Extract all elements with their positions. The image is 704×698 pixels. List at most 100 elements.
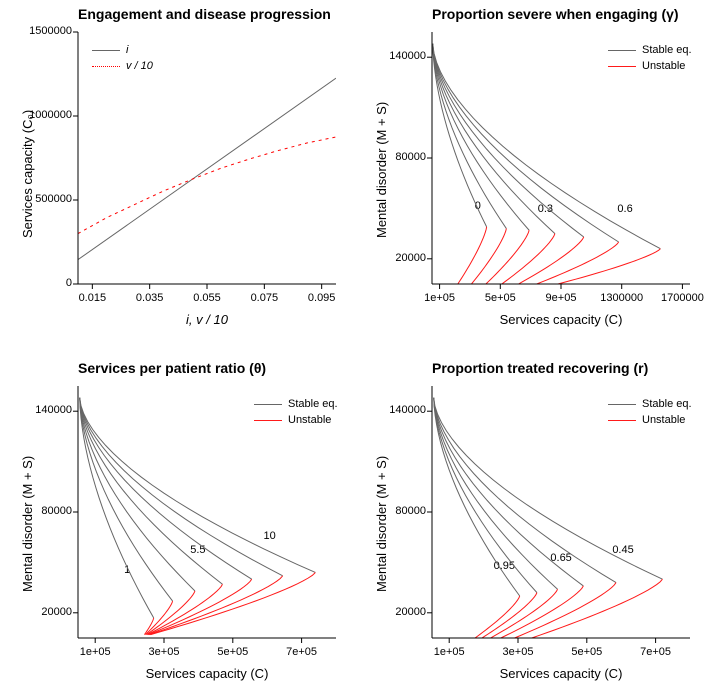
unstable-branch xyxy=(558,249,660,284)
legend-item: Stable eq. xyxy=(608,42,692,58)
xtick-label: 7e+05 xyxy=(634,646,678,658)
xtick-label: 3e+05 xyxy=(496,646,540,658)
xtick-label: 5e+05 xyxy=(565,646,609,658)
legend-line xyxy=(608,404,636,405)
ytick-label: 80000 xyxy=(376,151,426,163)
unstable-branch xyxy=(537,242,619,284)
unstable-branch xyxy=(149,579,252,634)
legend-item: Stable eq. xyxy=(608,396,692,412)
xtick-label: 1e+05 xyxy=(73,646,117,658)
curve-annotation: 0.3 xyxy=(538,203,553,215)
series-i xyxy=(78,78,336,259)
xtick-label: 1300000 xyxy=(600,292,644,304)
xtick-label: 0.055 xyxy=(185,292,229,304)
unstable-branch xyxy=(458,227,487,284)
panel-svg-bl xyxy=(0,0,704,698)
curve-annotation: 1 xyxy=(124,564,130,576)
panel-title: Proportion severe when engaging (γ) xyxy=(432,6,679,22)
panel-svg-tl xyxy=(0,0,704,698)
legend-line xyxy=(608,66,636,67)
y-axis-label: Services capacity (C₀) xyxy=(20,110,35,238)
legend: iv / 10 xyxy=(92,42,153,74)
ytick-label: 20000 xyxy=(376,252,426,264)
ytick-label: 80000 xyxy=(22,505,72,517)
figure-root: Engagement and disease progressioni, v /… xyxy=(0,0,704,698)
panel-svg-br xyxy=(0,0,704,698)
stable-branch xyxy=(80,398,252,579)
legend-label: Unstable xyxy=(642,60,685,72)
xtick-label: 0.035 xyxy=(128,292,172,304)
ytick-label: 140000 xyxy=(376,50,426,62)
series-v / 10 xyxy=(78,137,336,234)
stable-branch xyxy=(433,44,529,230)
stable-branch xyxy=(433,44,661,249)
xtick-label: 5e+05 xyxy=(478,292,522,304)
stable-branch xyxy=(80,398,223,584)
stable-branch xyxy=(433,44,555,234)
stable-branch xyxy=(80,398,195,591)
legend-label: Stable eq. xyxy=(642,44,692,56)
unstable-branch xyxy=(502,234,555,284)
stable-branch xyxy=(434,398,616,583)
panel-svg-tr xyxy=(0,0,704,698)
xtick-label: 1e+05 xyxy=(427,646,471,658)
stable-branch xyxy=(434,398,537,593)
ytick-label: 0 xyxy=(22,277,72,289)
legend-item: Unstable xyxy=(254,412,338,428)
legend-label: Unstable xyxy=(288,414,331,426)
legend-line xyxy=(92,50,120,51)
curve-annotation: 0 xyxy=(475,200,481,212)
legend-item: Unstable xyxy=(608,412,692,428)
unstable-branch xyxy=(519,237,584,284)
stable-branch xyxy=(433,44,507,229)
legend-label: Unstable xyxy=(642,414,685,426)
xtick-label: 0.015 xyxy=(70,292,114,304)
legend-label: i xyxy=(126,44,128,56)
unstable-branch xyxy=(147,584,222,634)
y-axis-label: Mental disorder (M + S) xyxy=(374,102,389,238)
xtick-label: 3e+05 xyxy=(142,646,186,658)
legend-item: i xyxy=(92,42,153,58)
xtick-label: 9e+05 xyxy=(539,292,583,304)
legend-item: Unstable xyxy=(608,58,692,74)
curve-annotation: 5.5 xyxy=(190,544,205,556)
legend-line xyxy=(254,404,282,405)
unstable-branch xyxy=(482,593,537,638)
legend-line xyxy=(608,420,636,421)
y-axis-label: Mental disorder (M + S) xyxy=(374,456,389,592)
unstable-branch xyxy=(146,591,195,635)
legend: Stable eq. Unstable xyxy=(608,396,692,428)
ytick-label: 20000 xyxy=(376,606,426,618)
xtick-label: 7e+05 xyxy=(280,646,324,658)
xtick-label: 0.095 xyxy=(300,292,344,304)
legend-line xyxy=(608,50,636,51)
stable-branch xyxy=(433,44,584,237)
xtick-label: 1e+05 xyxy=(418,292,462,304)
panel-title: Engagement and disease progression xyxy=(78,6,331,22)
x-axis-label: Services capacity (C) xyxy=(491,666,631,681)
stable-branch xyxy=(433,44,619,242)
legend-label: Stable eq. xyxy=(288,398,338,410)
unstable-branch xyxy=(151,572,316,634)
ytick-label: 140000 xyxy=(376,404,426,416)
unstable-branch xyxy=(532,579,663,638)
curve-annotation: 0.6 xyxy=(617,203,632,215)
stable-branch xyxy=(80,398,283,576)
xtick-label: 5e+05 xyxy=(211,646,255,658)
unstable-branch xyxy=(145,601,172,635)
legend-item: Stable eq. xyxy=(254,396,338,412)
unstable-branch xyxy=(144,618,153,635)
x-axis-label: Services capacity (C) xyxy=(137,666,277,681)
ytick-label: 20000 xyxy=(22,606,72,618)
curve-annotation: 0.65 xyxy=(550,552,571,564)
y-axis-label: Mental disorder (M + S) xyxy=(20,456,35,592)
xtick-label: 0.075 xyxy=(242,292,286,304)
legend-label: Stable eq. xyxy=(642,398,692,410)
panel-title: Services per patient ratio (θ) xyxy=(78,360,266,376)
unstable-branch xyxy=(515,583,616,638)
legend: Stable eq. Unstable xyxy=(608,42,692,74)
stable-branch xyxy=(80,398,154,618)
xtick-label: 1700000 xyxy=(660,292,704,304)
legend-line xyxy=(92,66,120,67)
x-axis-label: Services capacity (C) xyxy=(491,312,631,327)
